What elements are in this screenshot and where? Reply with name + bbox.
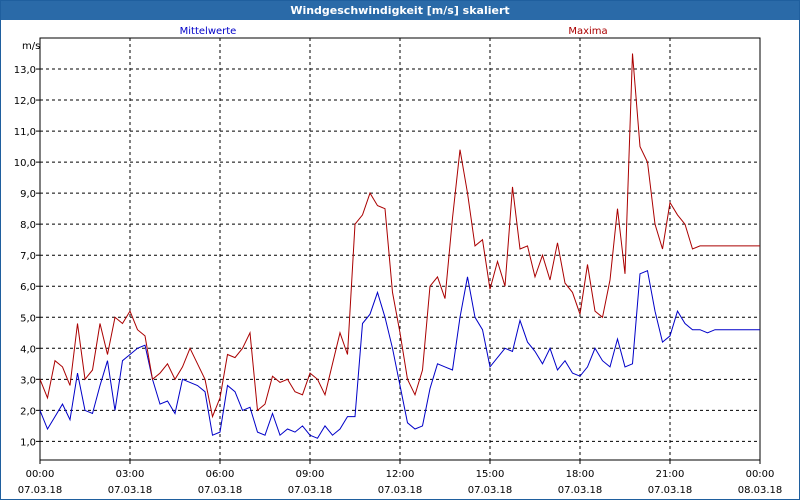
- series-mittelwerte-line: [39, 270, 760, 439]
- x-tick-time: 15:00: [476, 469, 505, 480]
- y-tick-label: 3,0: [20, 375, 36, 386]
- x-tick-time: 00:00: [746, 469, 775, 480]
- x-tick-time: 06:00: [206, 469, 235, 480]
- y-tick-label: 2,0: [20, 406, 36, 417]
- y-tick-label: 7,0: [20, 251, 36, 262]
- y-tick-label: 9,0: [20, 189, 36, 200]
- x-tick-time: 21:00: [656, 469, 685, 480]
- x-tick-date: 07.03.18: [378, 485, 423, 496]
- y-tick-label: 6,0: [20, 282, 36, 293]
- y-tick-label: 5,0: [20, 313, 36, 324]
- legend-mittelwerte: Mittelwerte: [180, 26, 237, 37]
- y-tick-label: 11,0: [14, 127, 36, 138]
- series-lines: [39, 53, 760, 439]
- grid-lines: [40, 38, 760, 460]
- y-tick-label: 1,0: [20, 437, 36, 448]
- y-axis-unit-label: m/s: [22, 41, 40, 52]
- x-tick-date: 07.03.18: [558, 485, 603, 496]
- x-tick-date: 07.03.18: [468, 485, 513, 496]
- series-maxima-line: [39, 53, 760, 419]
- x-axis-ticks: 00:00 07.03.18 03:00 07.03.18 06:00 07.03.18 0…: [18, 460, 783, 496]
- x-tick-date: 07.03.18: [18, 485, 63, 496]
- legend-maxima: Maxima: [568, 26, 607, 37]
- y-axis-ticks: 1,0 2,0 3,0 4,0 5,0 6,0 7,0 8,0 9,0 10,0 11,0 12,0 1…: [14, 65, 40, 448]
- x-tick-time: 09:00: [296, 469, 325, 480]
- x-tick-time: 03:00: [116, 469, 145, 480]
- y-tick-label: 13,0: [14, 65, 36, 76]
- y-tick-label: 8,0: [20, 220, 36, 231]
- y-tick-label: 12,0: [14, 96, 36, 107]
- y-tick-label: 10,0: [14, 158, 36, 169]
- x-tick-time: 00:00: [26, 469, 55, 480]
- window-title: Windgeschwindigkeit [m/s] skaliert: [1, 1, 799, 20]
- x-tick-date: 07.03.18: [288, 485, 333, 496]
- x-tick-time: 18:00: [566, 469, 595, 480]
- x-tick-date: 07.03.18: [108, 485, 153, 496]
- x-tick-date: 07.03.18: [648, 485, 693, 496]
- y-tick-label: 4,0: [20, 344, 36, 355]
- x-tick-date: 07.03.18: [198, 485, 243, 496]
- x-tick-date: 08.03.18: [738, 485, 783, 496]
- x-tick-time: 12:00: [386, 469, 415, 480]
